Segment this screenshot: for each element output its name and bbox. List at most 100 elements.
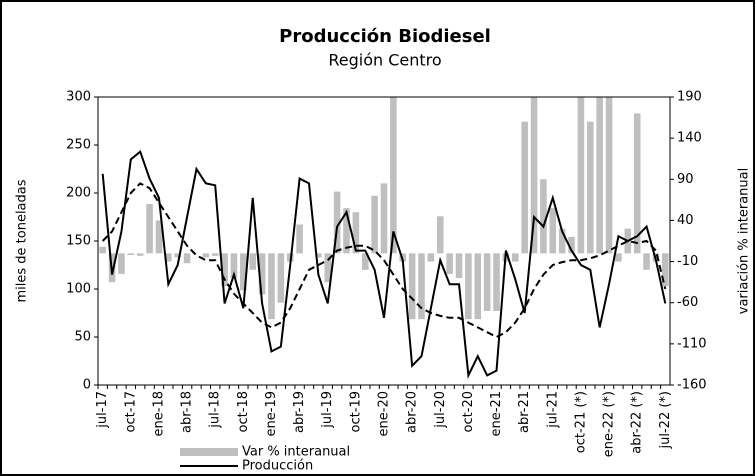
bar bbox=[99, 246, 106, 254]
bar bbox=[446, 253, 453, 274]
bar bbox=[530, 97, 538, 254]
bar bbox=[352, 212, 360, 254]
bar bbox=[249, 253, 257, 270]
y-tick-label: 150 bbox=[66, 234, 91, 249]
y-tick-label: 200 bbox=[66, 186, 91, 201]
y2-tick-label: -110 bbox=[677, 336, 707, 351]
x-tick-label: ene-22 (*) bbox=[602, 391, 617, 457]
bar bbox=[605, 97, 613, 254]
bar bbox=[221, 253, 228, 287]
bar bbox=[174, 253, 181, 258]
legend-swatch bbox=[180, 448, 238, 456]
x-tick-label: oct-21 (*) bbox=[573, 391, 588, 453]
bar bbox=[136, 253, 144, 256]
legend-label: Var % interanual bbox=[242, 445, 350, 460]
x-tick-label: jul-21 bbox=[545, 391, 560, 429]
x-tick-label: oct-20 bbox=[461, 391, 476, 432]
bar bbox=[211, 253, 219, 256]
x-tick-label: abr-19 bbox=[292, 391, 307, 433]
y-tick-label: 300 bbox=[66, 90, 91, 105]
x-tick-label: ene-18 bbox=[151, 391, 166, 436]
legend-label: Producción bbox=[242, 459, 313, 474]
x-tick-label: abr-21 bbox=[517, 391, 532, 433]
bar bbox=[493, 253, 500, 311]
y2-tick-label: 40 bbox=[677, 213, 694, 228]
x-tick-label: abr-20 bbox=[405, 391, 420, 433]
x-tick-label: jul-18 bbox=[208, 391, 223, 429]
bar bbox=[315, 253, 322, 258]
x-tick-label: jul-22 (*) bbox=[658, 391, 673, 449]
bar bbox=[240, 253, 247, 291]
bar bbox=[230, 253, 238, 279]
x-tick-label: oct-17 bbox=[123, 391, 138, 432]
bar bbox=[436, 216, 444, 254]
bar bbox=[596, 97, 603, 254]
bar bbox=[408, 253, 416, 320]
bar bbox=[483, 253, 491, 311]
bar bbox=[390, 97, 397, 254]
x-tick-label: jul-20 bbox=[433, 391, 448, 429]
bar bbox=[258, 253, 266, 295]
bar bbox=[418, 253, 425, 320]
bar bbox=[568, 236, 575, 254]
bar bbox=[183, 253, 191, 264]
x-tick-label: ene-19 bbox=[264, 391, 279, 436]
y2-tick-label: 140 bbox=[677, 131, 702, 146]
x-tick-label: jul-17 bbox=[95, 391, 110, 429]
y-tick-label: 250 bbox=[66, 138, 91, 153]
bar bbox=[511, 253, 519, 262]
x-tick-label: jul-19 bbox=[320, 391, 335, 429]
bar bbox=[165, 253, 172, 262]
plot-area bbox=[99, 97, 669, 379]
y2-axis-label: variación % interanual bbox=[737, 168, 752, 314]
bar bbox=[118, 253, 125, 274]
bar bbox=[268, 253, 275, 320]
bar bbox=[615, 253, 622, 262]
x-tick-label: oct-19 bbox=[348, 391, 363, 432]
y2-tick-label: -60 bbox=[677, 295, 698, 310]
bar bbox=[558, 228, 566, 254]
y2-tick-label: -160 bbox=[677, 378, 707, 393]
trend-line bbox=[101, 182, 667, 339]
y-tick-label: 100 bbox=[66, 282, 91, 297]
bar bbox=[521, 121, 528, 254]
chart-subtitle: Región Centro bbox=[328, 51, 441, 70]
bar bbox=[380, 183, 388, 254]
bar bbox=[371, 195, 378, 254]
bar bbox=[296, 224, 303, 254]
bar bbox=[549, 208, 557, 254]
bar bbox=[361, 253, 369, 270]
bar bbox=[540, 179, 547, 254]
x-tick-label: oct-18 bbox=[236, 391, 251, 432]
bar bbox=[333, 191, 341, 254]
bar bbox=[474, 253, 482, 320]
bar bbox=[662, 253, 669, 287]
y-axis-label: miles de toneladas bbox=[15, 179, 30, 302]
bar bbox=[577, 97, 585, 254]
bar bbox=[455, 253, 463, 279]
x-tick-label: abr-22 (*) bbox=[630, 391, 645, 454]
bar bbox=[127, 253, 135, 255]
y2-tick-label: 90 bbox=[677, 172, 694, 187]
x-tick-label: ene-20 bbox=[377, 391, 392, 436]
y2-tick-label: 190 bbox=[677, 90, 702, 105]
bar bbox=[427, 253, 435, 262]
bar bbox=[465, 253, 472, 320]
bar bbox=[146, 203, 153, 254]
bar bbox=[343, 208, 350, 254]
bar bbox=[587, 121, 594, 254]
bar bbox=[155, 220, 163, 254]
y2-tick-label: -10 bbox=[677, 254, 698, 269]
y-tick-label: 50 bbox=[74, 330, 91, 345]
x-tick-label: abr-18 bbox=[180, 391, 195, 433]
bar bbox=[277, 253, 285, 303]
chart-title: Producción Biodiesel bbox=[279, 26, 491, 47]
line bbox=[101, 150, 667, 379]
x-tick-label: ene-21 bbox=[489, 391, 504, 436]
bar bbox=[202, 253, 210, 258]
bar bbox=[633, 113, 641, 254]
bar bbox=[643, 253, 650, 270]
bar bbox=[324, 253, 332, 283]
